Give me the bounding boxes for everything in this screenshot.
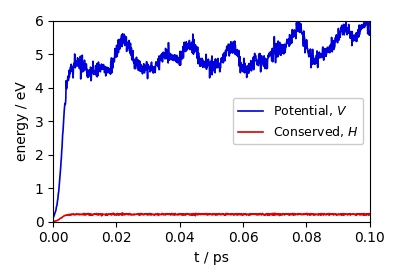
Potential, $V$ bbox=[268, 50, 273, 53]
X-axis label: t / ps: t / ps bbox=[194, 251, 229, 265]
Legend: Potential, $V$, Conserved, $H$: Potential, $V$, Conserved, $H$ bbox=[233, 98, 363, 144]
Conserved, $H$ bbox=[367, 212, 372, 216]
Potential, $V$ bbox=[367, 29, 372, 32]
Conserved, $H$ bbox=[83, 212, 88, 216]
Potential, $V$ bbox=[303, 39, 308, 43]
Line: Conserved, $H$: Conserved, $H$ bbox=[53, 213, 370, 221]
Conserved, $H$ bbox=[298, 212, 303, 215]
Conserved, $H$ bbox=[304, 213, 308, 216]
Potential, $V$ bbox=[190, 50, 195, 53]
Conserved, $H$ bbox=[268, 213, 273, 216]
Potential, $V$ bbox=[51, 216, 56, 219]
Potential, $V$ bbox=[365, 18, 370, 22]
Potential, $V$ bbox=[83, 66, 88, 69]
Potential, $V$ bbox=[179, 52, 184, 55]
Potential, $V$ bbox=[298, 31, 302, 34]
Conserved, $H$ bbox=[190, 212, 195, 216]
Conserved, $H$ bbox=[51, 220, 56, 223]
Y-axis label: energy / eV: energy / eV bbox=[15, 81, 29, 161]
Line: Potential, $V$: Potential, $V$ bbox=[53, 20, 370, 218]
Conserved, $H$ bbox=[179, 213, 184, 216]
Conserved, $H$ bbox=[120, 211, 125, 214]
